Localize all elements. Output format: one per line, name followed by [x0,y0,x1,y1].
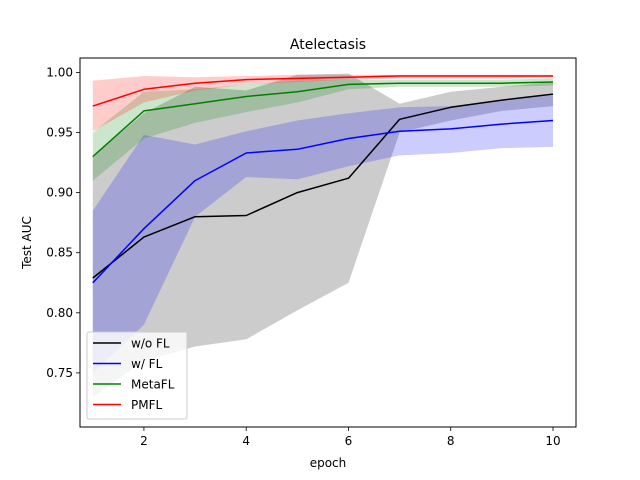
line-w-o-fl [92,93,554,279]
legend-label-pmfl: PMFL [131,398,162,412]
x-tick-label: 6 [345,434,353,448]
y-tick-label: 0.95 [46,126,73,140]
band-pmfl [92,74,554,132]
y-tick-label: 1.00 [46,65,73,79]
x-axis-label: epoch [310,456,347,470]
confidence-bands [92,73,554,397]
y-tick-label: 0.85 [46,246,73,260]
series-lines [92,75,554,284]
y-axis-ticks: 0.75 0.80 0.85 0.90 0.95 1.00 [46,65,80,380]
legend-box [86,331,188,420]
line-pmfl [92,75,553,107]
chart-title: Atelectasis [290,37,366,53]
y-axis-label: Test AUC [20,216,34,270]
x-tick-label: 8 [447,434,455,448]
y-tick-label: 0.80 [46,306,73,320]
x-tick-label: 10 [545,434,560,448]
legend-label-w-fl: w/ FL [131,357,163,371]
legend: w/o FL w/ FL MetaFL PMFL [86,331,188,420]
line-metafl [92,81,554,158]
legend-label-metafl: MetaFL [131,378,175,392]
band-w-o-fl [92,73,554,397]
band-w-fl [92,95,554,373]
line-w-fl [92,119,554,284]
band-metafl [92,78,554,181]
legend-label-w-o-fl: w/o FL [131,337,170,351]
x-axis-ticks: 2 4 6 8 10 [140,427,561,448]
y-tick-label: 0.90 [46,186,73,200]
plot-frame [79,57,577,428]
x-tick-label: 2 [140,434,148,448]
y-tick-label: 0.75 [46,366,73,380]
x-tick-label: 4 [242,434,250,448]
